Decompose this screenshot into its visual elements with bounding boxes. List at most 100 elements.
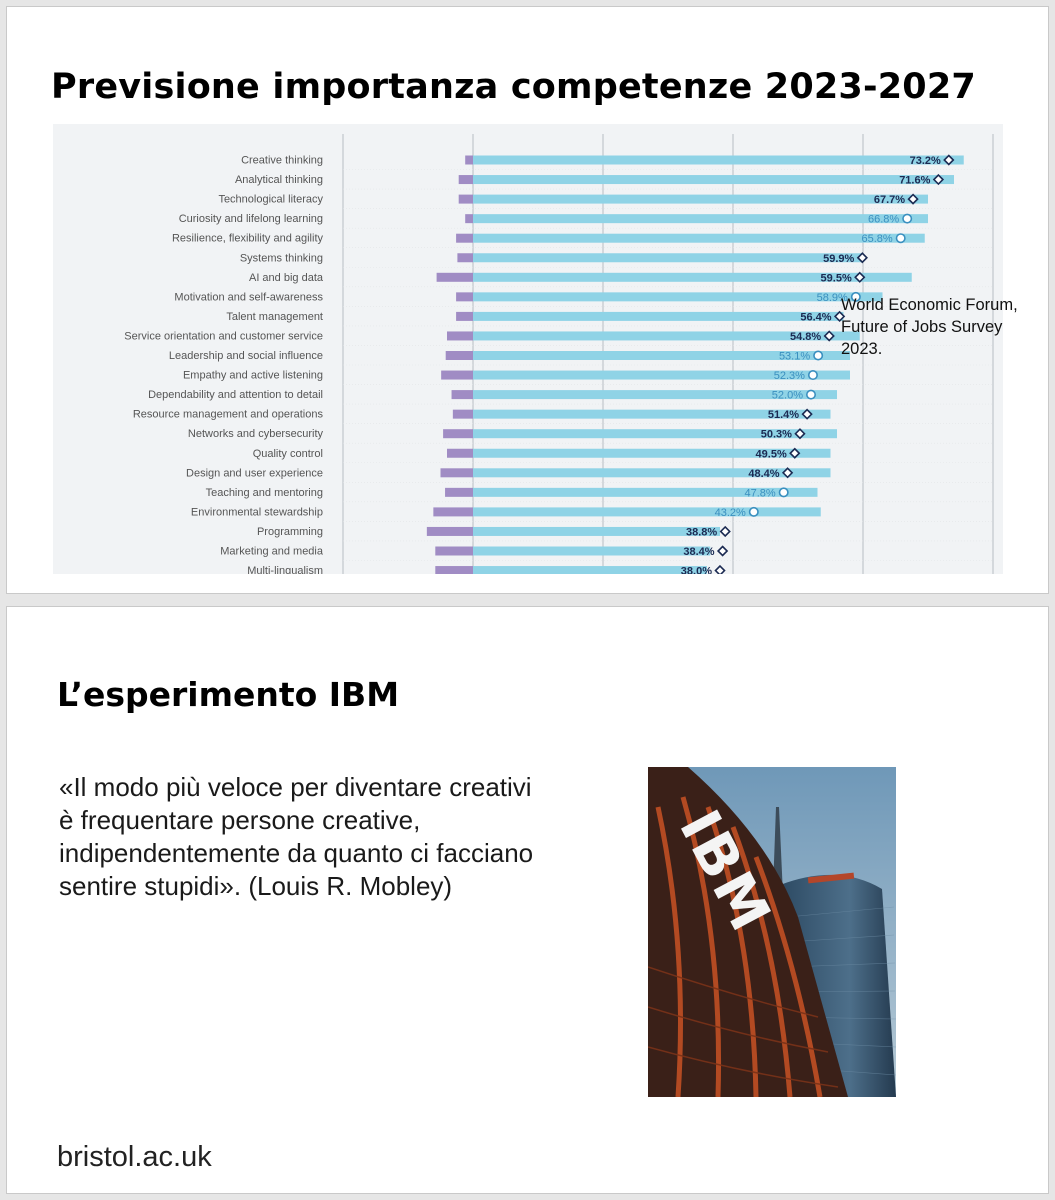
marker bbox=[902, 213, 913, 224]
bar-negative bbox=[436, 272, 473, 282]
category-label: Networks and cybersecurity bbox=[188, 428, 324, 440]
category-label: Empathy and active listening bbox=[183, 370, 323, 382]
tower-sign bbox=[807, 872, 855, 884]
bar-positive bbox=[473, 429, 837, 439]
bar-positive bbox=[473, 155, 964, 165]
category-label: Service orientation and customer service bbox=[124, 330, 323, 342]
bar-negative bbox=[445, 351, 473, 360]
value-label: 59.9% bbox=[823, 253, 854, 265]
bar-negative bbox=[458, 194, 473, 204]
marker bbox=[719, 525, 731, 538]
quote-text: «Il modo più veloce per diventare creati… bbox=[59, 772, 534, 901]
ibm-building-illustration: IBM bbox=[648, 767, 896, 1097]
footer-url: bristol.ac.uk bbox=[57, 1141, 212, 1173]
bar-positive bbox=[473, 566, 707, 574]
value-label: 38.4% bbox=[683, 546, 714, 558]
bar-negative bbox=[447, 448, 473, 458]
category-label: Environmental stewardship bbox=[191, 506, 323, 518]
bar-positive bbox=[473, 390, 837, 400]
bar-positive bbox=[473, 292, 883, 302]
value-label: 66.8% bbox=[868, 214, 899, 226]
category-label: Resilience, flexibility and agility bbox=[172, 233, 324, 245]
bar-positive bbox=[473, 253, 863, 263]
bar-negative bbox=[435, 566, 473, 574]
bar-positive bbox=[473, 194, 928, 204]
marker bbox=[748, 506, 759, 517]
value-label: 48.4% bbox=[748, 468, 779, 480]
marker bbox=[813, 350, 824, 361]
bar-positive bbox=[473, 507, 821, 517]
bar-positive bbox=[473, 331, 860, 341]
bar-negative bbox=[433, 507, 473, 517]
category-label: Curiosity and lifelong learning bbox=[179, 213, 323, 225]
marker bbox=[807, 370, 818, 381]
bar-negative bbox=[447, 331, 473, 341]
value-label: 73.2% bbox=[910, 155, 941, 167]
marker bbox=[932, 173, 945, 186]
bar-positive bbox=[473, 175, 954, 185]
value-label: 43.2% bbox=[715, 507, 746, 519]
category-label: Design and user experience bbox=[186, 467, 323, 479]
value-label: 65.8% bbox=[861, 233, 892, 245]
bar-positive bbox=[473, 214, 928, 224]
bar-positive bbox=[473, 370, 850, 380]
category-label: Talent management bbox=[226, 311, 323, 323]
category-label: Leadership and social influence bbox=[169, 350, 323, 362]
category-label: Resource management and operations bbox=[133, 409, 324, 421]
bar-negative bbox=[465, 214, 473, 224]
bar-negative bbox=[440, 468, 473, 478]
value-label: 38.0% bbox=[681, 566, 712, 574]
marker bbox=[854, 271, 866, 283]
bar-positive bbox=[473, 487, 818, 497]
slide-title: Previsione importanza competenze 2023-20… bbox=[51, 67, 976, 107]
bar-positive bbox=[473, 272, 912, 282]
skills-bar-chart: Creative thinking 73.2% Analytical thinkin… bbox=[53, 124, 1003, 574]
marker bbox=[716, 545, 729, 557]
marker bbox=[778, 487, 789, 498]
value-label: 56.4% bbox=[800, 311, 831, 323]
marker bbox=[823, 330, 835, 342]
slide-title: L’esperimento IBM bbox=[57, 675, 400, 714]
bar-positive bbox=[473, 526, 720, 536]
value-label: 52.0% bbox=[772, 390, 803, 402]
marker bbox=[794, 428, 806, 440]
value-label: 50.3% bbox=[761, 429, 792, 441]
bar-negative bbox=[456, 233, 473, 243]
bar-positive bbox=[473, 311, 844, 321]
bar-negative bbox=[435, 546, 473, 556]
source-note: World Economic Forum, Future of Jobs Sur… bbox=[841, 296, 1018, 358]
marker bbox=[907, 193, 919, 205]
slide-skills-forecast: Previsione importanza competenze 2023-20… bbox=[6, 6, 1049, 594]
value-label: 54.8% bbox=[790, 331, 821, 343]
value-label: 49.5% bbox=[756, 448, 787, 460]
marker bbox=[943, 154, 955, 166]
value-label: 52.3% bbox=[774, 370, 805, 382]
category-label: Dependability and attention to detail bbox=[148, 389, 323, 401]
bar-negative bbox=[456, 311, 473, 321]
bar-positive bbox=[473, 546, 711, 556]
value-label: 47.8% bbox=[744, 487, 775, 499]
category-label: Marketing and media bbox=[220, 546, 324, 558]
bar-negative bbox=[465, 155, 473, 165]
bar-positive bbox=[473, 233, 925, 243]
marker bbox=[801, 408, 813, 420]
value-label: 71.6% bbox=[899, 175, 930, 187]
bar-positive bbox=[473, 409, 831, 419]
bar-positive bbox=[473, 351, 850, 360]
marker bbox=[850, 291, 861, 302]
category-label: Teaching and mentoring bbox=[206, 487, 323, 499]
value-label: 59.5% bbox=[821, 272, 852, 284]
category-label: AI and big data bbox=[249, 272, 324, 284]
bar-positive bbox=[473, 448, 831, 458]
bar-positive bbox=[473, 468, 831, 478]
value-label: 53.1% bbox=[779, 351, 810, 363]
category-label: Creative thinking bbox=[241, 155, 323, 167]
ibm-building-photo: IBM bbox=[648, 767, 896, 1097]
value-label: 51.4% bbox=[768, 409, 799, 421]
category-label: Analytical thinking bbox=[235, 174, 323, 186]
marker bbox=[805, 389, 816, 400]
bar-negative bbox=[443, 429, 473, 439]
category-label: Programming bbox=[257, 526, 323, 538]
bar-negative bbox=[456, 292, 473, 302]
bar-negative bbox=[457, 253, 473, 263]
